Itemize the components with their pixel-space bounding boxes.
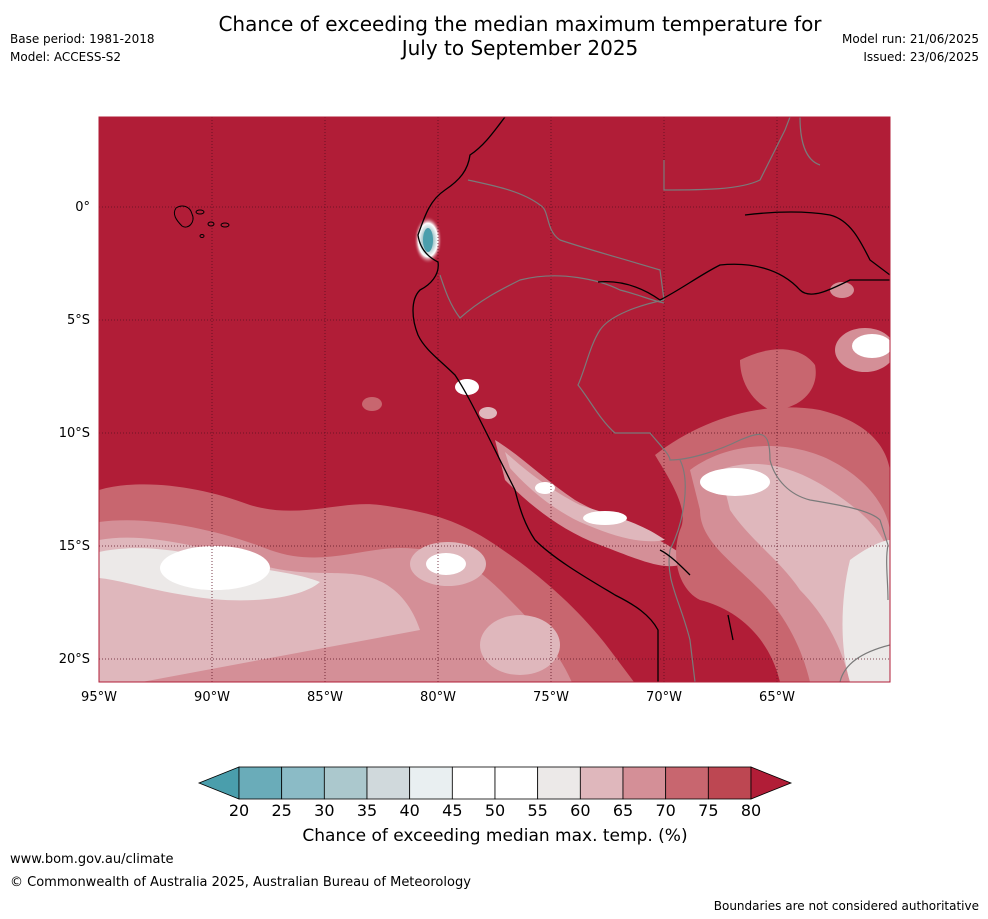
colorbar-tick-label: 80 (741, 801, 761, 820)
lat-label-5s: 5°S (67, 313, 90, 328)
colorbar-tick-label: 20 (229, 801, 249, 820)
colorbar-segment (494, 766, 539, 800)
country-borders (439, 117, 890, 682)
title-line-1: Chance of exceeding the median maximum t… (218, 12, 822, 36)
colorbar-tick-label: 30 (314, 801, 334, 820)
model-run: Model run: 21/06/2025 (841, 32, 979, 46)
base-period: Base period: 1981-2018 (10, 32, 155, 46)
meta-right: Model run: 21/06/2025 Issued: 23/06/2025 (842, 30, 979, 66)
anomaly-band-pacific (99, 484, 634, 682)
anomaly-band-andes (362, 379, 690, 567)
galapagos-islands (173, 205, 230, 238)
map-area (99, 117, 890, 682)
footer-url: www.bom.gov.au/climate (10, 852, 174, 867)
colorbar-tick-label: 75 (698, 801, 718, 820)
colorbar-tick-label: 70 (655, 801, 675, 820)
issued-date: Issued: 23/06/2025 (863, 50, 979, 64)
colorbar-tick-label: 55 (527, 801, 547, 820)
colorbar-tick-labels: 20 25 30 35 40 45 50 55 60 65 70 75 80 (229, 801, 761, 820)
longitude-labels: 95°W 90°W 85°W 80°W 75°W 70°W 65°W (81, 690, 795, 705)
colorbar-tick-label: 25 (271, 801, 291, 820)
model-name: Model: ACCESS-S2 (10, 50, 122, 64)
lat-label-15s: 15°S (59, 539, 90, 554)
colorbar-segment (409, 766, 453, 800)
colorbar-segment (622, 766, 667, 800)
colorbar-segment (665, 766, 709, 800)
colorbar-tick-label: 50 (485, 801, 505, 820)
lon-label-85w: 85°W (307, 690, 343, 705)
colorbar-tick-label: 40 (399, 801, 419, 820)
colorbar-tick-label: 65 (613, 801, 633, 820)
lon-label-75w: 75°W (533, 690, 569, 705)
colorbar-tick-label: 35 (357, 801, 377, 820)
colorbar-segment (281, 766, 325, 800)
latitude-labels: 0° 5°S 10°S 15°S 20°S (59, 200, 90, 667)
coastlines (412, 117, 890, 682)
lat-label-0: 0° (75, 200, 90, 215)
lon-label-70w: 70°W (646, 690, 682, 705)
map-title: Chance of exceeding the median maximum t… (150, 12, 890, 60)
colorbar-segment (323, 766, 368, 800)
footer-note: Boundaries are not considered authoritat… (713, 899, 979, 913)
colorbar-segment (707, 766, 752, 800)
lon-label-90w: 90°W (194, 690, 230, 705)
lon-label-80w: 80°W (420, 690, 456, 705)
colorbar (197, 766, 793, 800)
colorbar-segment (537, 766, 581, 800)
lat-label-20s: 20°S (59, 652, 90, 667)
map-frame (98, 116, 891, 683)
meta-left: Base period: 1981-2018 Model: ACCESS-S2 (10, 30, 155, 66)
colorbar-tick-label: 60 (570, 801, 590, 820)
colorbar-extend-high (750, 766, 793, 800)
colorbar-segment (366, 766, 411, 800)
colorbar-segment (579, 766, 624, 800)
graticule (99, 117, 890, 682)
lon-label-95w: 95°W (81, 690, 117, 705)
colorbar-extend-low (197, 766, 240, 800)
footer-copyright: © Commonwealth of Australia 2025, Austra… (10, 875, 471, 890)
colorbar-title: Chance of exceeding median max. temp. (%… (302, 826, 688, 846)
title-line-2: July to September 2025 (401, 36, 639, 60)
colorbar-segment (238, 766, 283, 800)
colorbar-segment (451, 766, 496, 800)
colorbar-tick-label: 45 (442, 801, 462, 820)
lon-label-65w: 65°W (759, 690, 795, 705)
lat-label-10s: 10°S (59, 426, 90, 441)
cool-spot-core (423, 228, 433, 252)
